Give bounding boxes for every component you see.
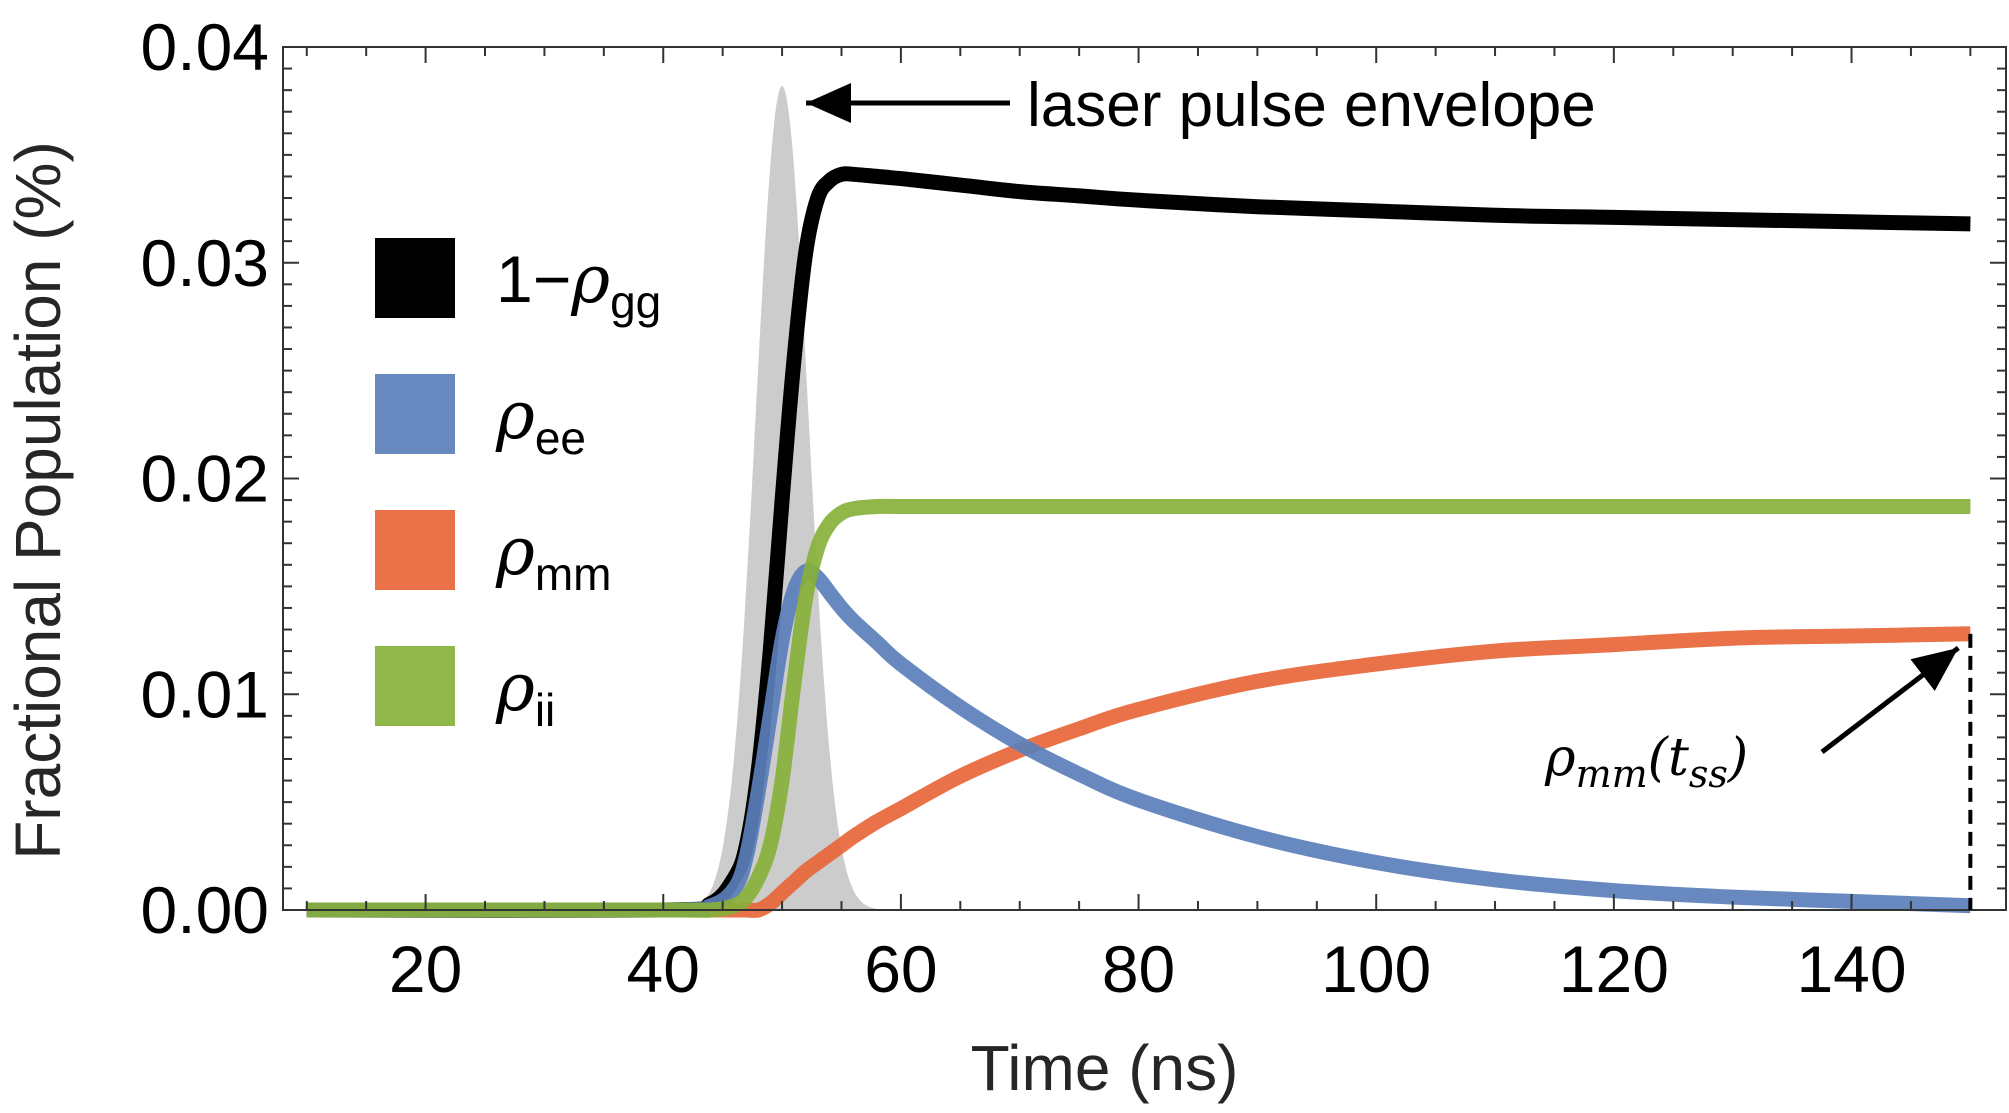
- legend: 1−ρgg ρee ρmm ρii: [375, 238, 661, 736]
- x-axis-label: Time (ns): [971, 1032, 1239, 1104]
- x-tick-label: 120: [1559, 932, 1669, 1006]
- y-tick-label: 0.00: [141, 873, 269, 947]
- legend-swatch-ee: [375, 374, 455, 454]
- legend-swatch-ii: [375, 646, 455, 726]
- y-tick-label: 0.02: [141, 442, 269, 516]
- y-tick-label: 0.01: [141, 657, 269, 731]
- legend-label-mm: ρmm: [495, 513, 611, 600]
- legend-label-gg: 1−ρgg: [496, 241, 661, 328]
- pulse-label: laser pulse envelope: [1027, 71, 1596, 140]
- y-tick-label: 0.04: [141, 10, 269, 84]
- x-tick-label: 60: [864, 932, 937, 1006]
- steady-state-label: ρmm(tss): [1544, 728, 1748, 796]
- y-tick-label: 0.03: [141, 226, 269, 300]
- legend-label-ii: ρii: [495, 649, 555, 736]
- x-tick-label: 100: [1321, 932, 1431, 1006]
- y-axis-label: Fractional Population (%): [2, 141, 74, 860]
- steady-state-arrow: [1820, 645, 1960, 754]
- series-line-ii: [306, 498, 1971, 918]
- annotation-layer: laser pulse envelope ρmm(tss): [806, 71, 1973, 910]
- x-tick-label: 40: [627, 932, 700, 1006]
- legend-swatch-gg: [375, 238, 455, 318]
- x-tick-label: 80: [1102, 932, 1175, 1006]
- x-tick-label: 140: [1796, 932, 1906, 1006]
- plot-area: 20 40 60 80 100 120 140 0.00 0.01 0.02 0.03 0.04: [141, 10, 2007, 1006]
- x-tick-label: 20: [389, 932, 462, 1006]
- series-line-ee: [306, 563, 1971, 918]
- legend-swatch-mm: [375, 510, 455, 590]
- legend-label-ee: ρee: [495, 377, 586, 464]
